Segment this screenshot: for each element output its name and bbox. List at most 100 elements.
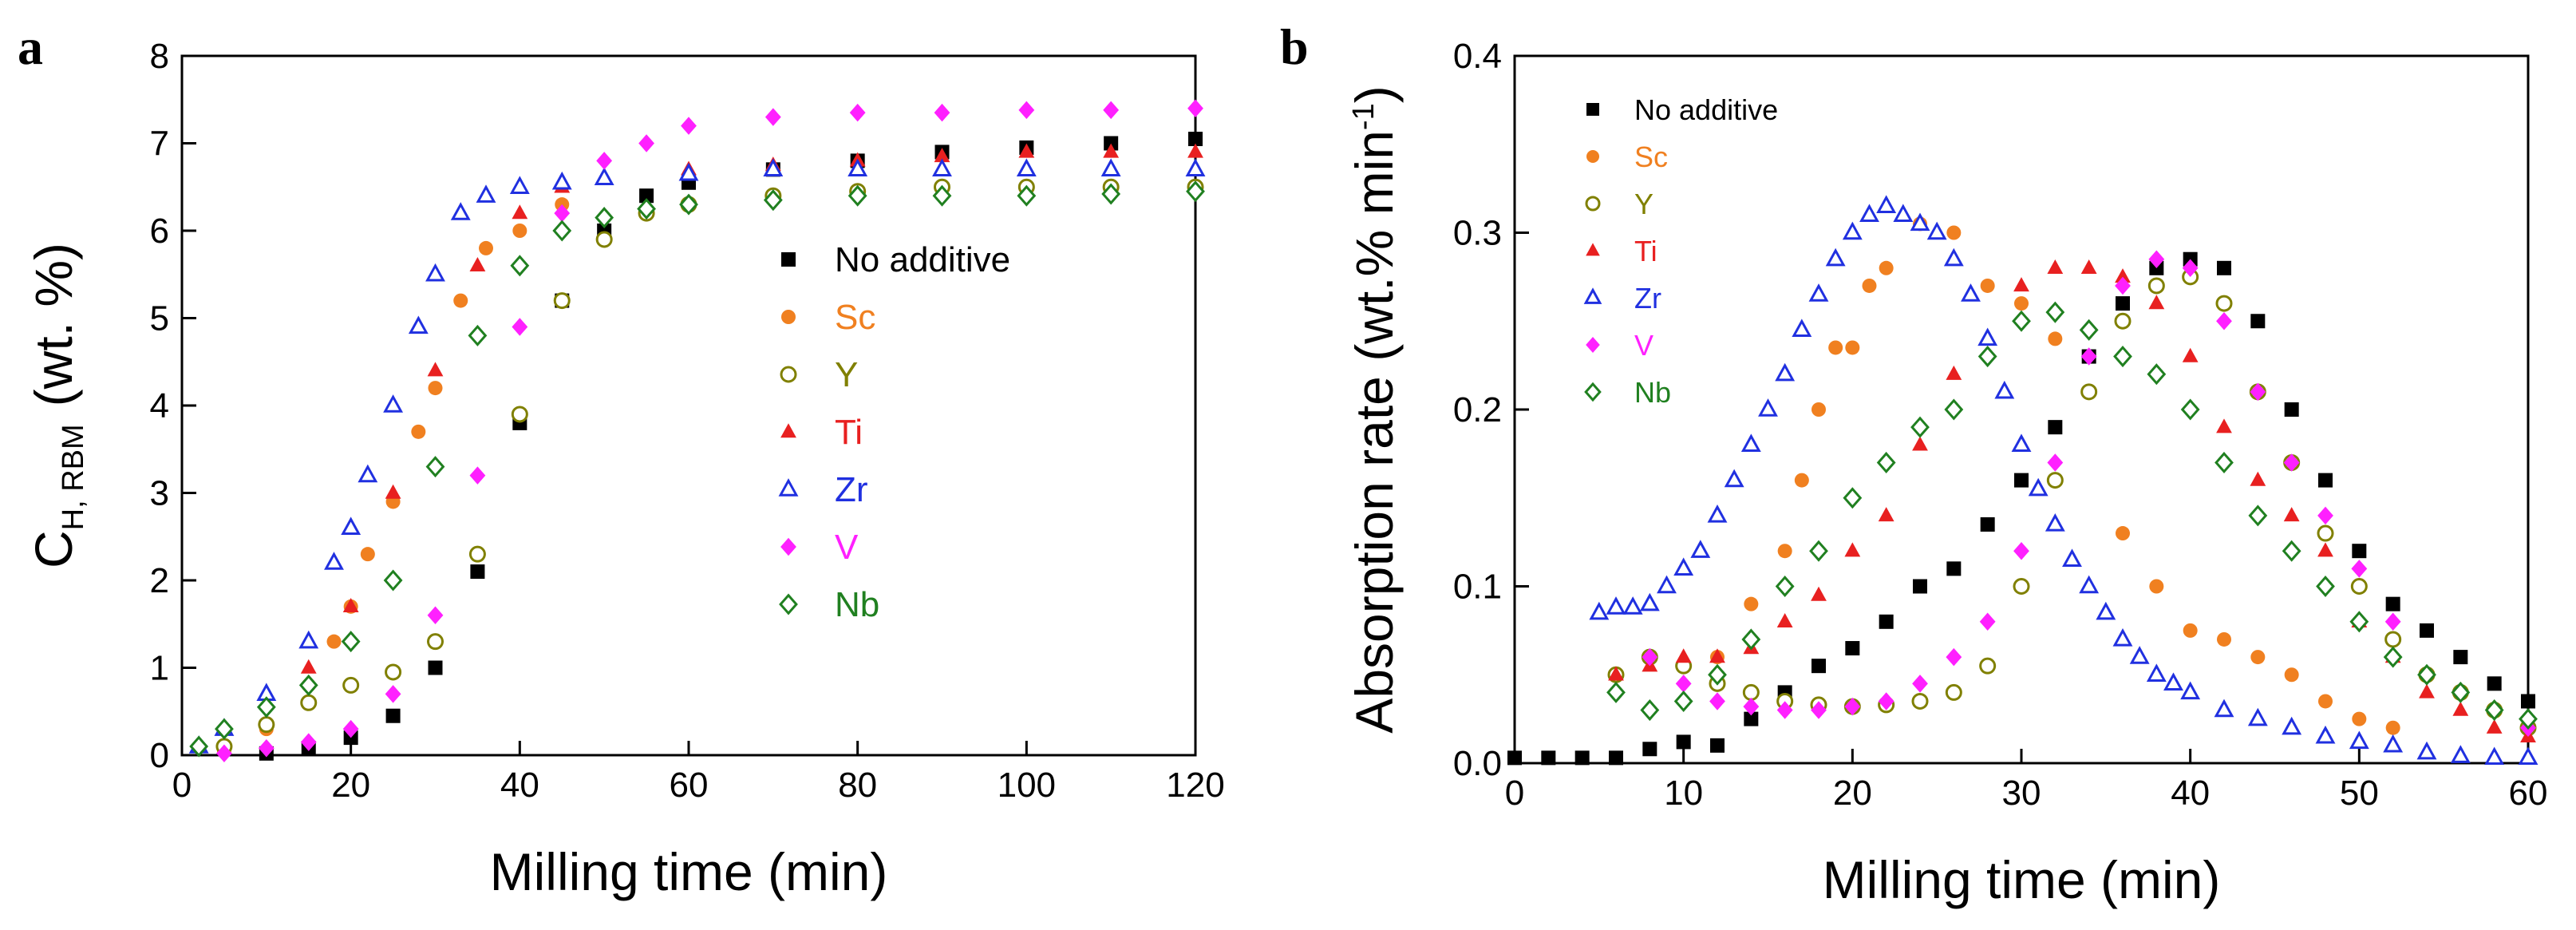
data-point-ti bbox=[1675, 648, 1692, 663]
legend-marker-no-additive bbox=[1586, 103, 1599, 116]
data-point-v bbox=[1018, 101, 1035, 120]
y-tick-label: 2 bbox=[150, 561, 169, 600]
data-point-sc bbox=[1794, 473, 1809, 488]
x-tick-label: 60 bbox=[2509, 774, 2548, 813]
data-point-no-additive bbox=[1188, 132, 1203, 147]
y-tick-label: 0.2 bbox=[1453, 390, 1502, 429]
data-point-zr bbox=[2315, 725, 2336, 744]
data-point-y bbox=[342, 676, 360, 694]
x-tick-label: 50 bbox=[2340, 774, 2379, 813]
data-point-nb bbox=[763, 189, 783, 212]
data-point-v bbox=[1979, 612, 1996, 631]
data-point-y bbox=[2080, 383, 2098, 401]
panel-b-letter: b bbox=[1280, 18, 1309, 75]
legend-marker-nb bbox=[779, 593, 798, 615]
legend-label-no-additive: No additive bbox=[835, 240, 1010, 279]
data-point-nb bbox=[2417, 663, 2436, 686]
x-tick-label: 0 bbox=[1505, 774, 1524, 813]
data-point-ti bbox=[1709, 648, 1725, 663]
legend-marker-v bbox=[1586, 337, 1600, 353]
data-point-v bbox=[2216, 312, 2232, 330]
data-point-v bbox=[1743, 697, 1760, 716]
y-tick-label: 3 bbox=[150, 474, 169, 513]
data-point-zr bbox=[2349, 730, 2369, 750]
data-point-sc bbox=[411, 424, 426, 439]
data-point-ti bbox=[1878, 507, 1894, 522]
data-point-zr bbox=[1707, 504, 1728, 523]
y-tick-label: 7 bbox=[150, 125, 169, 164]
data-point-nb bbox=[1017, 184, 1037, 207]
data-point-v bbox=[596, 152, 613, 170]
data-point-nb bbox=[2012, 310, 2031, 332]
data-point-y bbox=[595, 231, 613, 248]
data-point-no-additive bbox=[1879, 614, 1894, 629]
data-point-no-additive bbox=[1845, 641, 1860, 656]
data-point-sc bbox=[2385, 720, 2400, 735]
data-point-zr bbox=[2129, 646, 2150, 664]
data-point-v bbox=[2080, 347, 2097, 366]
data-point-sc bbox=[2048, 331, 2063, 346]
data-point-no-additive bbox=[2352, 544, 2367, 559]
data-point-zr bbox=[2062, 548, 2082, 567]
data-point-no-additive bbox=[1104, 136, 1119, 151]
data-point-ti bbox=[1844, 542, 1861, 557]
data-point-nb bbox=[2316, 575, 2335, 598]
data-point-zr bbox=[1724, 469, 1744, 488]
data-point-no-additive bbox=[2014, 473, 2029, 488]
x-tick-label: 20 bbox=[331, 766, 370, 805]
data-point-v bbox=[2047, 453, 2064, 472]
data-point-zr bbox=[425, 263, 445, 282]
x-tick-label: 20 bbox=[1833, 774, 1872, 813]
data-point-nb bbox=[2451, 681, 2471, 703]
data-point-zr bbox=[2518, 746, 2538, 766]
data-point-y bbox=[1979, 657, 1997, 675]
data-point-nb bbox=[383, 569, 403, 592]
data-point-nb bbox=[2383, 646, 2403, 668]
data-point-sc bbox=[1946, 225, 1962, 240]
data-point-zr bbox=[1657, 575, 1677, 594]
data-point-zr bbox=[2163, 672, 2183, 691]
data-point-zr bbox=[1622, 596, 1643, 615]
data-point-no-additive bbox=[2250, 314, 2266, 329]
data-point-no-additive bbox=[1710, 738, 1725, 753]
legend-marker-y bbox=[780, 366, 797, 383]
legend-marker-no-additive bbox=[781, 252, 796, 267]
data-point-nb bbox=[2147, 363, 2167, 386]
data-point-y bbox=[300, 694, 318, 711]
data-point-v bbox=[1878, 692, 1894, 710]
data-point-zr bbox=[1639, 592, 1660, 611]
data-point-sc bbox=[453, 293, 468, 308]
data-point-ti bbox=[1187, 143, 1203, 158]
legend-marker-v bbox=[780, 537, 796, 556]
y-tick-label: 0.0 bbox=[1453, 744, 1502, 783]
data-point-y bbox=[553, 292, 571, 310]
data-point-v bbox=[512, 318, 528, 336]
data-point-nb bbox=[1809, 540, 1828, 562]
data-point-sc bbox=[1828, 340, 1843, 355]
data-point-y bbox=[2013, 578, 2030, 595]
data-point-v bbox=[216, 744, 232, 763]
data-point-ti bbox=[385, 484, 401, 499]
data-point-zr bbox=[1926, 221, 1947, 240]
data-point-zr bbox=[1792, 319, 1812, 338]
data-point-sc bbox=[1811, 402, 1826, 417]
data-point-nb bbox=[425, 456, 445, 478]
data-point-y bbox=[2215, 295, 2233, 312]
data-point-ti bbox=[2182, 347, 2199, 362]
panel-a-x-axis-title: Milling time (min) bbox=[490, 842, 888, 901]
data-point-zr bbox=[551, 171, 572, 190]
data-point-zr bbox=[509, 176, 530, 194]
data-point-zr bbox=[1740, 433, 1761, 452]
data-point-ti bbox=[2317, 542, 2333, 557]
legend-item-nb: Nb bbox=[779, 585, 879, 624]
data-point-nb bbox=[2349, 611, 2369, 633]
legend-item-ti: Ti bbox=[780, 413, 863, 452]
data-point-sc bbox=[428, 381, 443, 396]
data-point-v bbox=[2148, 250, 2165, 268]
legend-label-zr: Zr bbox=[835, 470, 868, 509]
panel-a-y-axis-title: CH, RBM (wt. %) bbox=[24, 243, 90, 568]
data-point-y bbox=[385, 663, 402, 681]
legend-marker-y bbox=[1585, 196, 1601, 212]
data-point-zr bbox=[1842, 221, 1863, 240]
